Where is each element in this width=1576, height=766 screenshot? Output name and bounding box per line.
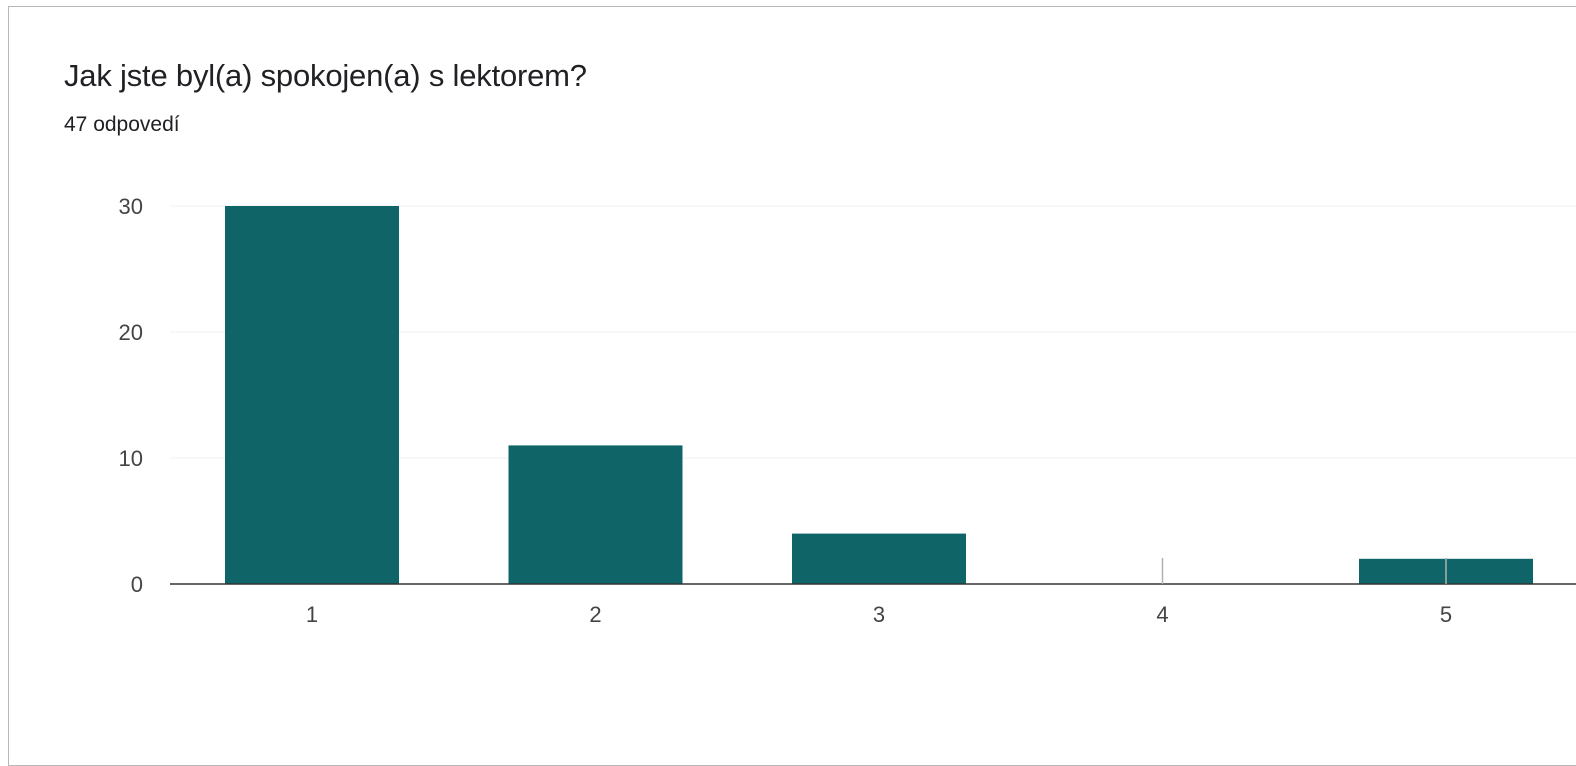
- bar: [508, 445, 683, 584]
- x-tick-label: 3: [873, 602, 885, 627]
- x-tick-label: 4: [1156, 602, 1168, 627]
- x-tick-label: 5: [1440, 602, 1452, 627]
- bar-chart: 0 10 20 30 1 2 3 4 5: [119, 194, 1576, 627]
- x-tick-label: 1: [306, 602, 318, 627]
- bar: [792, 533, 966, 584]
- chart-title: Jak jste byl(a) spokojen(a) s lektorem?: [64, 58, 587, 93]
- response-count: 47 odpovedí: [64, 113, 180, 136]
- y-tick-label: 0: [131, 572, 143, 597]
- y-tick-label: 30: [119, 194, 143, 219]
- y-tick-label: 20: [119, 320, 143, 345]
- bar: [225, 206, 399, 584]
- y-tick-label: 10: [119, 446, 143, 471]
- x-tick-label: 2: [589, 602, 601, 627]
